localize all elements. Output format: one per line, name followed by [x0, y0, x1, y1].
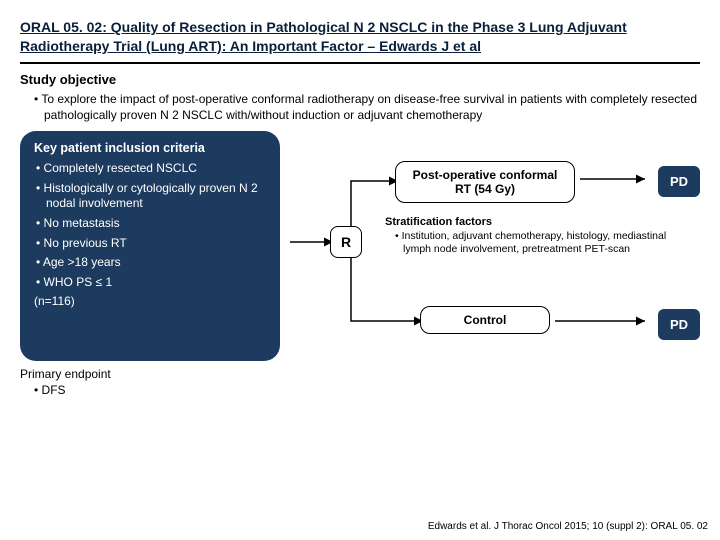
stratification-head: Stratification factors: [385, 216, 685, 230]
stratification-item: Institution, adjuvant chemotherapy, hist…: [393, 230, 685, 256]
pd-box-1: PD: [658, 166, 700, 197]
criteria-item: Histologically or cytologically proven N…: [34, 181, 266, 212]
primary-endpoint-item: DFS: [34, 383, 700, 397]
trial-diagram: R Post-operative conformal RT (54 Gy) Co…: [290, 131, 700, 361]
criteria-item: No metastasis: [34, 216, 266, 232]
n-count: (n=116): [34, 294, 266, 308]
criteria-box: Key patient inclusion criteria Completel…: [20, 131, 280, 361]
criteria-item: WHO PS ≤ 1: [34, 275, 266, 291]
criteria-item: Completely resected NSCLC: [34, 161, 266, 177]
criteria-item: No previous RT: [34, 236, 266, 252]
criteria-head: Key patient inclusion criteria: [34, 141, 266, 155]
primary-endpoint-head: Primary endpoint: [20, 367, 700, 381]
arm-box-rt: Post-operative conformal RT (54 Gy): [395, 161, 575, 203]
primary-endpoint-block: Primary endpoint DFS: [20, 367, 700, 397]
arm-box-control: Control: [420, 306, 550, 334]
study-objective-text: To explore the impact of post-operative …: [34, 91, 700, 123]
pd-box-2: PD: [658, 309, 700, 340]
criteria-item: Age >18 years: [34, 255, 266, 271]
stratification-block: Stratification factors Institution, adju…: [385, 216, 685, 256]
study-objective-head: Study objective: [20, 72, 700, 87]
randomization-node: R: [330, 226, 362, 258]
main-content-row: Key patient inclusion criteria Completel…: [20, 131, 700, 361]
citation-text: Edwards et al. J Thorac Oncol 2015; 10 (…: [428, 521, 708, 532]
slide-title: ORAL 05. 02: Quality of Resection in Pat…: [20, 18, 700, 64]
